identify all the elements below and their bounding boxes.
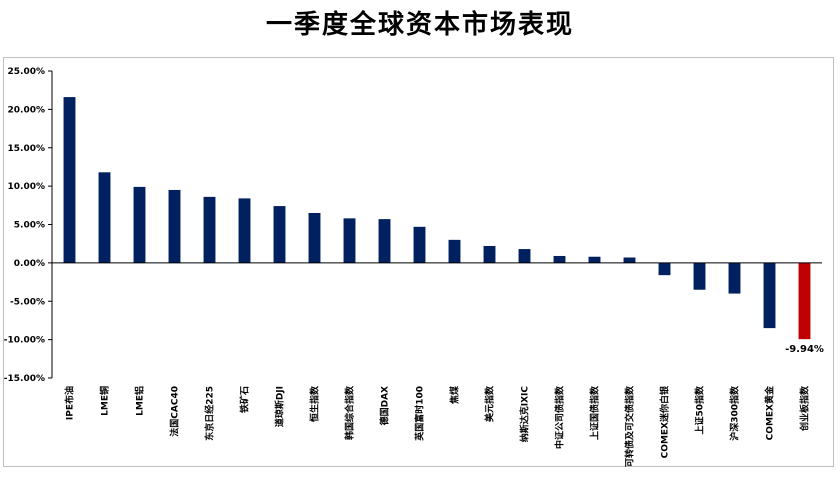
- bar-8: [343, 218, 356, 263]
- bar-14: [553, 255, 566, 263]
- bar-1: [98, 172, 111, 263]
- x-category-label: COMEX迷你白银: [659, 385, 671, 458]
- y-axis-ticks: 25.00% 20.00% 15.00% 10.00% 5.00% 0.00% -5.00%…: [4, 67, 52, 384]
- y-tick-label: -10.00%: [4, 336, 45, 346]
- bar-12: [483, 245, 496, 263]
- y-tick-label: 0.00%: [14, 259, 45, 269]
- x-axis-labels: IPE布油 LME铜 LME铝 法国CAC40 东京日经225 铁矿石 道琼斯DJI 恒生指数…: [64, 385, 811, 467]
- bar-11: [448, 239, 461, 263]
- bar-5: [238, 198, 251, 263]
- x-category-label: 沪深300指数: [729, 385, 741, 441]
- x-category-label: 焦煤: [449, 386, 461, 405]
- x-category-label: 可转债及可交债指数: [624, 385, 636, 467]
- y-tick-label: 20.00%: [8, 105, 46, 115]
- x-category-label: 东京日经225: [204, 386, 216, 441]
- x-category-label: 英国富时100: [414, 386, 426, 442]
- bar-19: [728, 262, 741, 294]
- bar-0: [63, 97, 76, 263]
- bar-13: [518, 249, 531, 263]
- x-category-label: 上证50指数: [694, 385, 706, 435]
- x-category-label: 道琼斯DJI: [274, 386, 286, 427]
- x-category-label: 上证国债指数: [589, 385, 601, 440]
- bar-21: [798, 262, 811, 340]
- x-category-label: LME铜: [99, 386, 111, 416]
- x-category-label: IPE布油: [64, 386, 76, 420]
- data-labels: -9.94%: [785, 344, 824, 355]
- y-tick-label: -15.00%: [4, 374, 45, 384]
- bars: [63, 97, 811, 340]
- y-tick-label: 25.00%: [8, 67, 46, 77]
- chart-frame: [3, 57, 834, 467]
- bar-16: [623, 257, 636, 263]
- data-label: -9.94%: [785, 344, 824, 355]
- bar-3: [168, 189, 181, 263]
- x-category-label: 法国CAC40: [169, 386, 181, 437]
- x-category-label: 纳斯达克IXIC: [519, 386, 531, 443]
- x-category-label: 创业板指数: [799, 385, 811, 432]
- bar-10: [413, 226, 426, 263]
- bar-17: [658, 262, 671, 276]
- chart-title: 一季度全球资本市场表现: [265, 10, 574, 40]
- x-category-label: 恒生指数: [309, 385, 321, 422]
- y-tick-label: 5.00%: [14, 221, 45, 231]
- y-tick-label: 10.00%: [8, 182, 46, 192]
- axes: [51, 71, 822, 378]
- bar-6: [273, 206, 286, 263]
- x-category-label: COMEX黄金: [764, 385, 776, 440]
- x-category-label: 美元指数: [484, 385, 496, 422]
- y-tick-label: -5.00%: [10, 297, 45, 307]
- bar-2: [133, 186, 146, 263]
- bar-15: [588, 256, 601, 263]
- y-tick-label: 15.00%: [8, 144, 46, 154]
- x-category-label: 中证公司债指数: [554, 385, 566, 449]
- bar-20: [763, 262, 776, 329]
- x-category-label: 铁矿石: [239, 386, 251, 413]
- bar-9: [378, 219, 391, 263]
- bar-7: [308, 212, 321, 263]
- bar-18: [693, 262, 706, 290]
- x-category-label: 德国DAX: [379, 386, 391, 425]
- bar-4: [203, 196, 216, 263]
- x-category-label: LME铝: [134, 386, 146, 416]
- x-category-label: 韩国综合指数: [344, 385, 356, 440]
